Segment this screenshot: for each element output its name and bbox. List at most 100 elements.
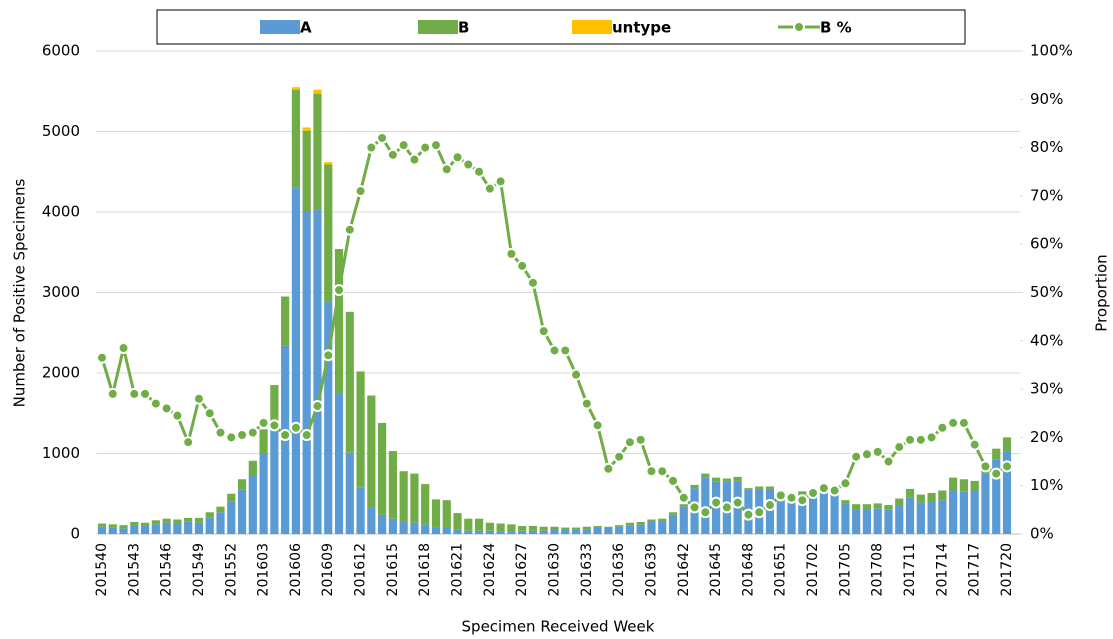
bar [604,526,613,528]
y2-tick-label: 30% [1030,380,1063,398]
bar [496,523,505,532]
legend-label: untype [612,19,671,37]
x-tick-label: 201702 [805,543,821,596]
line-marker [634,433,647,446]
bar [679,504,688,507]
line-marker [192,392,205,405]
bar [647,519,656,522]
bar [302,130,311,212]
bar [378,514,387,534]
bar [184,521,193,534]
line-marker [365,141,378,154]
line-marker [957,416,970,429]
line-marker [236,428,249,441]
bar [808,493,818,534]
x-tick-label: 201540 [94,543,110,596]
bar [237,489,247,534]
line-marker [871,445,884,458]
line-marker [182,436,195,449]
line-marker [386,148,399,161]
bar [259,453,268,534]
bar [410,522,419,534]
line-marker [149,397,162,410]
bar [108,524,117,528]
y2-tick-label: 80% [1030,138,1063,156]
bar [194,522,204,534]
bar [259,429,268,454]
bar [270,418,279,534]
bar [507,531,516,534]
bar [776,493,785,534]
bar [550,526,559,530]
bar [388,451,397,519]
bar [334,249,344,394]
bar [119,528,128,534]
line-marker [171,409,184,422]
line-marker [343,223,356,236]
bar [970,480,979,491]
line-marker [570,368,583,381]
x-tick-label: 201621 [450,543,466,596]
bar [248,460,257,477]
line-marker [623,436,636,449]
line-marker [494,175,507,188]
line-marker [731,496,744,509]
bar [281,296,290,346]
bar [399,521,408,534]
bar [658,518,667,522]
legend-label: B % [820,19,852,37]
bar [97,526,107,534]
x-tick-label: 201552 [223,543,239,596]
line-marker [914,433,927,446]
bar [992,459,1001,534]
line-marker [850,450,863,463]
bar [852,509,861,534]
bar [291,187,301,534]
x-tick-label: 201543 [126,543,142,596]
line-marker [139,387,152,400]
x-tick-label: 201624 [482,543,498,597]
legend-label: B [458,19,469,37]
x-tick-label: 201633 [579,543,595,596]
line-marker [268,419,281,432]
bar [787,496,796,534]
bar [701,477,710,534]
bar [625,522,635,526]
line-marker [354,185,367,198]
bar [992,448,1001,460]
bar [356,371,365,488]
y2-tick-label: 10% [1030,476,1063,494]
line-marker [904,433,917,446]
line-marker [505,247,518,260]
y2-tick-label: 90% [1030,90,1063,108]
bar [615,525,624,527]
bar [302,212,311,534]
bar [604,527,613,534]
bar [949,490,958,534]
bar [582,526,591,530]
line-marker [925,431,938,444]
bar [668,514,678,534]
bar [970,490,979,534]
bar [173,523,182,534]
x-tick-label: 201609 [320,543,336,596]
bar [431,527,441,534]
line-marker [742,508,755,521]
line-marker [548,344,561,357]
bar [302,127,311,131]
bar [356,487,365,534]
y-tick-label: 0 [70,525,80,543]
bar [895,505,904,534]
bar [615,526,624,534]
bar [701,473,710,478]
bar [216,512,225,534]
bar [949,477,958,491]
line-marker [828,484,841,497]
line-marker [645,465,658,478]
bar [905,488,915,498]
bar [852,504,861,510]
bar [227,501,236,534]
y2-axis-title: Proportion [1093,254,1111,331]
bar [959,479,969,492]
line-marker [462,158,475,171]
